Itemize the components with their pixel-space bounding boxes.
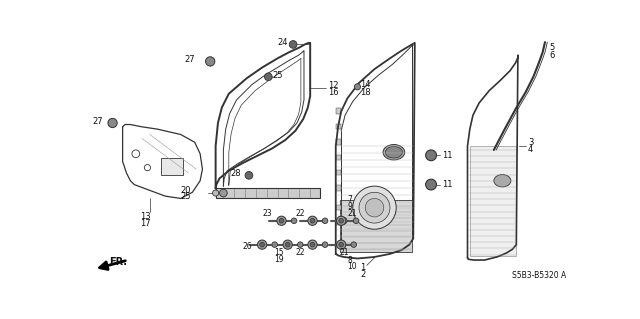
Bar (336, 220, 341, 226)
Circle shape (338, 241, 345, 248)
Text: 22: 22 (295, 209, 305, 218)
Circle shape (309, 217, 316, 224)
Circle shape (272, 242, 278, 248)
Bar (336, 108, 341, 114)
Bar (216, 189, 320, 198)
Circle shape (340, 217, 347, 224)
Text: 21: 21 (348, 209, 357, 218)
Text: 21: 21 (340, 248, 349, 257)
Text: 18: 18 (360, 88, 371, 97)
Text: 8: 8 (348, 256, 352, 264)
Circle shape (259, 241, 266, 248)
Circle shape (353, 186, 396, 229)
Circle shape (337, 240, 346, 249)
Bar (336, 124, 341, 129)
Text: 20: 20 (180, 186, 191, 195)
Circle shape (351, 242, 356, 248)
Text: 6: 6 (550, 51, 555, 60)
Bar (336, 154, 341, 160)
Text: 27: 27 (184, 55, 195, 64)
Text: 26: 26 (243, 242, 252, 251)
Text: 7: 7 (348, 196, 352, 204)
Bar (336, 170, 341, 175)
Text: 25: 25 (272, 71, 283, 80)
Bar (340, 200, 412, 252)
Circle shape (291, 218, 297, 224)
Circle shape (309, 241, 316, 248)
Circle shape (285, 242, 290, 247)
Bar (161, 158, 183, 174)
Text: 3: 3 (528, 138, 533, 147)
Circle shape (337, 216, 346, 226)
Circle shape (257, 240, 267, 249)
Text: 9: 9 (348, 202, 352, 211)
Text: 12: 12 (328, 81, 339, 90)
Circle shape (323, 218, 328, 224)
Text: 15: 15 (275, 248, 284, 257)
Text: 22: 22 (295, 248, 305, 257)
Circle shape (308, 216, 317, 226)
Circle shape (426, 150, 436, 161)
Text: FR.: FR. (109, 256, 127, 267)
Text: 19: 19 (275, 255, 284, 264)
Circle shape (264, 73, 272, 81)
Circle shape (359, 192, 390, 223)
Circle shape (245, 172, 253, 179)
Circle shape (145, 165, 150, 171)
Text: 14: 14 (360, 80, 371, 89)
Text: 4: 4 (528, 145, 533, 154)
Text: 28: 28 (230, 169, 241, 178)
Ellipse shape (383, 145, 404, 160)
Circle shape (278, 217, 285, 224)
Circle shape (220, 189, 227, 197)
Circle shape (289, 41, 297, 48)
Circle shape (310, 219, 315, 223)
Text: 24: 24 (277, 38, 288, 47)
Circle shape (355, 84, 360, 90)
Circle shape (205, 57, 215, 66)
Circle shape (323, 242, 328, 248)
Text: 16: 16 (328, 88, 339, 97)
Circle shape (365, 198, 384, 217)
Text: 25: 25 (180, 192, 191, 201)
Text: 27: 27 (93, 117, 103, 126)
Circle shape (279, 219, 284, 223)
Circle shape (212, 190, 219, 196)
Ellipse shape (385, 146, 403, 158)
Circle shape (260, 242, 264, 247)
Text: 23: 23 (262, 209, 272, 218)
Text: 10: 10 (348, 263, 357, 271)
Text: 13: 13 (141, 212, 151, 221)
Text: 5: 5 (550, 43, 555, 52)
Text: 17: 17 (141, 219, 151, 228)
Circle shape (283, 240, 292, 249)
Circle shape (284, 241, 291, 248)
Text: S5B3-B5320 A: S5B3-B5320 A (513, 271, 566, 280)
Circle shape (339, 219, 344, 223)
Circle shape (298, 242, 303, 248)
Text: 11: 11 (442, 151, 452, 160)
Circle shape (426, 179, 436, 190)
Bar (470, 146, 516, 256)
Text: 11: 11 (442, 180, 452, 189)
Circle shape (132, 150, 140, 158)
Ellipse shape (494, 174, 511, 187)
Text: 2: 2 (360, 270, 365, 279)
Bar (336, 204, 341, 210)
Circle shape (308, 240, 317, 249)
Bar (336, 139, 341, 145)
Circle shape (353, 218, 359, 224)
Bar (336, 185, 341, 191)
Circle shape (108, 118, 117, 128)
Circle shape (277, 216, 286, 226)
Text: 1: 1 (360, 263, 365, 272)
Circle shape (339, 242, 344, 247)
Circle shape (310, 242, 315, 247)
